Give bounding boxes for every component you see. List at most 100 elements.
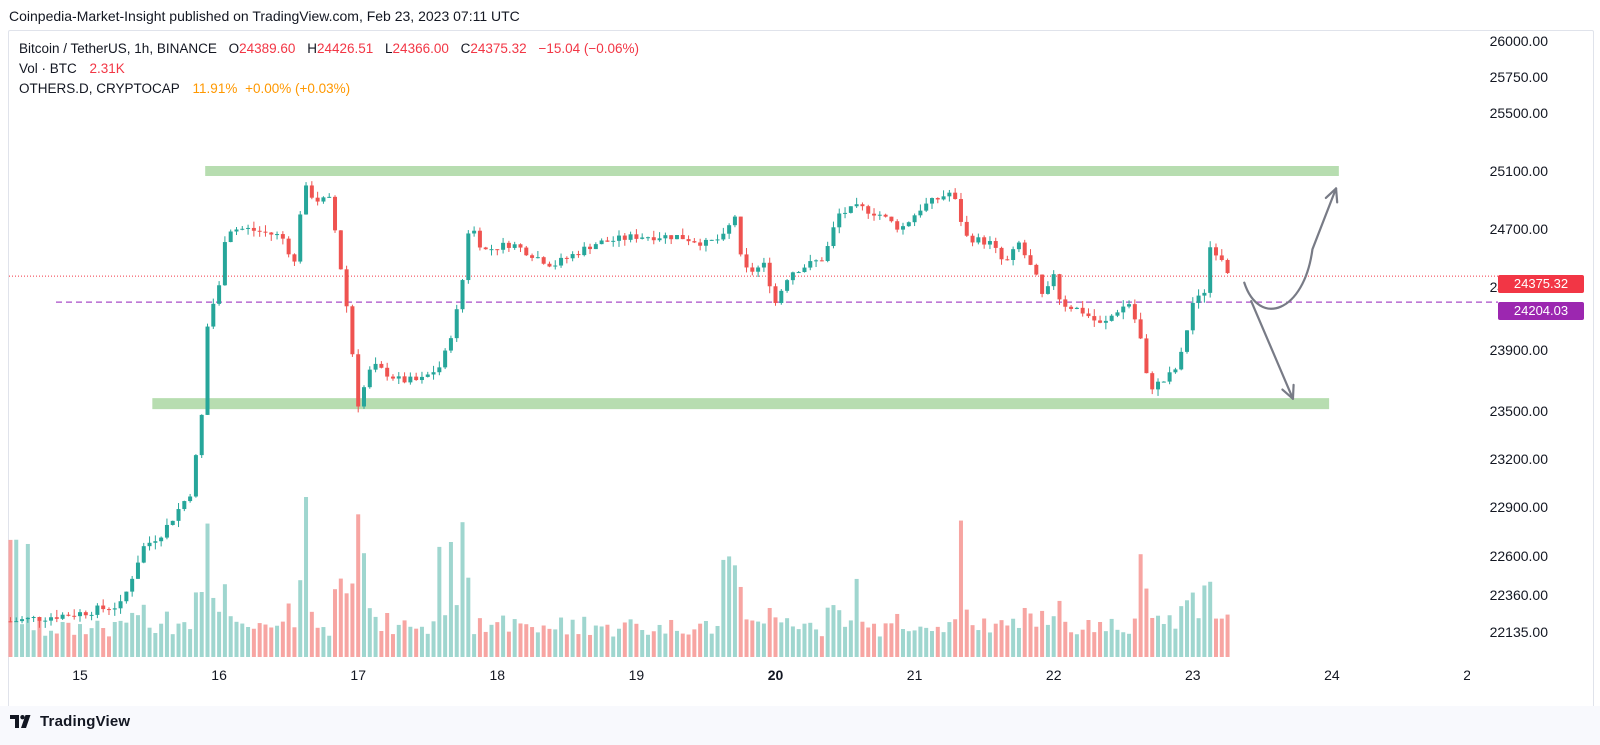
candle[interactable] [188,493,193,503]
candle[interactable] [1202,289,1207,303]
candle[interactable] [1161,381,1166,383]
candle[interactable] [1115,309,1120,318]
candle[interactable] [912,213,917,227]
candle[interactable] [495,249,500,256]
candle[interactable] [489,244,494,256]
candle[interactable] [1045,281,1050,295]
candle[interactable] [472,226,477,237]
candle[interactable] [808,254,813,271]
candle[interactable] [1150,371,1155,395]
candle[interactable] [1022,239,1027,259]
candle[interactable] [414,372,419,381]
tradingview-logo[interactable]: TradingView [10,713,130,730]
candle[interactable] [1185,330,1190,354]
candle[interactable] [906,221,911,227]
candle[interactable] [547,261,552,268]
candle[interactable] [211,298,216,329]
candle[interactable] [251,221,256,237]
candle[interactable] [796,271,801,274]
candle[interactable] [95,603,100,619]
candle[interactable] [518,243,523,253]
candle[interactable] [1173,367,1178,374]
candle[interactable] [1127,300,1132,309]
candle[interactable] [553,260,558,270]
candle[interactable] [837,208,842,234]
candle[interactable] [651,230,656,245]
candle[interactable] [228,229,233,243]
candle[interactable] [385,362,390,381]
candle[interactable] [854,197,859,208]
candle[interactable] [773,283,778,306]
candle[interactable] [524,245,529,257]
candle[interactable] [1034,263,1039,276]
candle[interactable] [512,241,517,250]
candle[interactable] [130,575,135,597]
candle[interactable] [112,602,117,616]
candle[interactable] [8,617,13,623]
bearish-projection-arrow[interactable] [1250,300,1295,400]
candle[interactable] [402,372,407,384]
candle[interactable] [895,219,900,233]
candle[interactable] [1196,289,1201,309]
candle[interactable] [935,197,940,204]
candle[interactable] [1092,309,1097,327]
candle[interactable] [246,224,251,235]
candle[interactable] [49,613,54,626]
candle[interactable] [814,259,819,268]
candle[interactable] [611,236,616,247]
candle[interactable] [72,609,77,620]
candle[interactable] [744,247,749,273]
candle[interactable] [309,181,314,200]
candle[interactable] [564,256,569,264]
candle[interactable] [344,265,349,313]
candle[interactable] [106,607,111,616]
candle[interactable] [1103,315,1108,330]
candle[interactable] [234,227,239,236]
candle[interactable] [732,214,737,228]
candle[interactable] [1138,312,1143,340]
candle[interactable] [1109,314,1114,322]
candle[interactable] [350,304,355,357]
candle[interactable] [14,617,19,623]
candle[interactable] [1063,295,1068,312]
candle[interactable] [83,610,88,619]
candle[interactable] [738,216,743,257]
bullish-projection-arrow[interactable] [1243,187,1338,310]
candle[interactable] [1074,306,1079,310]
candle[interactable] [333,195,338,233]
candle[interactable] [669,235,674,245]
candle[interactable] [54,609,59,623]
candle[interactable] [530,253,535,262]
candle[interactable] [425,371,430,378]
candle[interactable] [883,213,888,218]
candle[interactable] [947,189,952,202]
candle[interactable] [135,555,140,579]
candle[interactable] [761,257,766,272]
candle[interactable] [1144,334,1149,374]
candle[interactable] [153,535,158,550]
candle[interactable] [159,536,164,547]
candle[interactable] [767,257,772,294]
candle[interactable] [698,238,703,251]
candle[interactable] [645,236,650,241]
candle[interactable] [89,611,94,621]
candle[interactable] [1121,300,1126,320]
candle[interactable] [466,230,471,284]
candle[interactable] [275,231,280,240]
candle[interactable] [953,188,958,200]
candle[interactable] [408,372,413,385]
candle[interactable] [976,233,981,245]
support-zone[interactable] [152,398,1330,410]
candle[interactable] [460,279,465,313]
candle[interactable] [292,253,297,266]
candle[interactable] [240,226,245,231]
candle[interactable] [860,202,865,211]
candle[interactable] [721,227,726,241]
candle[interactable] [987,236,992,250]
candle[interactable] [872,208,877,221]
candle[interactable] [43,617,48,628]
candle[interactable] [419,371,424,384]
candle[interactable] [570,251,575,262]
candle[interactable] [535,251,540,259]
candle[interactable] [622,233,627,246]
